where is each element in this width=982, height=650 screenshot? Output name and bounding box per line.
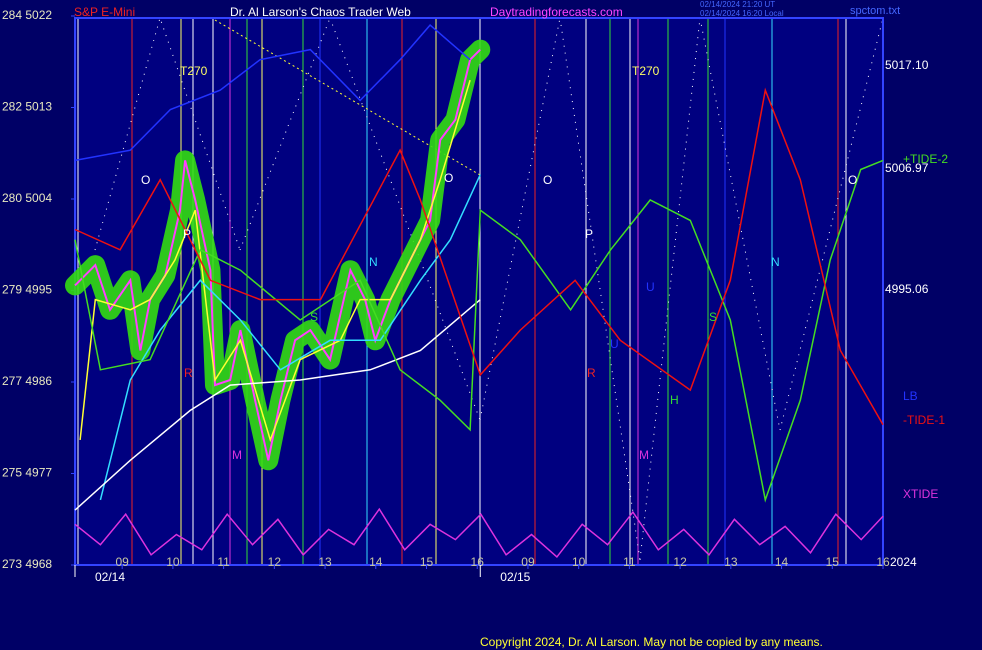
- annotation: P: [585, 227, 593, 241]
- annotation: N: [771, 255, 780, 269]
- annotation: T270: [180, 64, 208, 78]
- annotation: U: [646, 280, 655, 294]
- x-tick-label: 16: [876, 555, 890, 569]
- annotation: S: [310, 310, 318, 324]
- x-tick-label: 15: [826, 555, 840, 569]
- series-line: [74, 159, 884, 503]
- y-tick-label: 275 4977: [2, 466, 52, 480]
- annotation: P: [183, 227, 191, 241]
- annotation: O: [141, 173, 150, 187]
- x-tick-label: 11: [623, 555, 636, 569]
- x-tick-label: 14: [369, 555, 383, 569]
- x-tick-label: 09: [521, 555, 535, 569]
- annotation: T270: [632, 64, 660, 78]
- file-name: spctom.txt: [850, 5, 900, 17]
- y-tick-label: 277 4986: [2, 374, 52, 388]
- year: 2024: [890, 555, 917, 569]
- x-tick-label: 10: [166, 555, 180, 569]
- annotation: O: [848, 173, 857, 187]
- series-line: [74, 299, 481, 511]
- price-label: 4995.06: [885, 282, 929, 296]
- x-tick-label: 16: [471, 555, 485, 569]
- annotation: R: [184, 366, 193, 380]
- x-tick-label: 13: [724, 555, 738, 569]
- x-tick-label: 15: [420, 555, 434, 569]
- x-tick-label: 13: [318, 555, 332, 569]
- x-tick-label: 11: [217, 555, 230, 569]
- x-tick-label: 10: [572, 555, 586, 569]
- series-line: [74, 507, 884, 558]
- stamp-ut: 02/14/2024 21:20 UT: [700, 0, 775, 9]
- annotation: M: [232, 448, 242, 462]
- x-tick-label: 12: [268, 555, 282, 569]
- date-label: 02/14: [95, 570, 125, 584]
- legend-label: XTIDE: [903, 487, 938, 501]
- series-line: [74, 87, 884, 426]
- y-tick-label: 280 5004: [2, 191, 52, 205]
- y-tick-label: 284 5022: [2, 8, 52, 22]
- price-label: 5017.10: [885, 58, 929, 72]
- y-tick-label: 273 4968: [2, 557, 52, 571]
- date-label: 02/15: [500, 570, 530, 584]
- annotation: H: [670, 393, 679, 407]
- site: Daytradingforecasts.com: [490, 5, 623, 19]
- x-tick-label: 12: [673, 555, 687, 569]
- y-tick-label: 282 5013: [2, 100, 52, 114]
- x-tick-label: 14: [775, 555, 789, 569]
- annotation: R: [587, 366, 596, 380]
- annotation: M: [639, 448, 649, 462]
- y-tick-label: 279 4995: [2, 283, 52, 297]
- annotation: O: [444, 171, 453, 185]
- chart-title: Dr. Al Larson's Chaos Trader Web: [230, 5, 411, 19]
- annotation: N: [369, 255, 378, 269]
- legend-label: -TIDE-1: [903, 413, 945, 427]
- legend-label: +TIDE-2: [903, 152, 948, 166]
- annotation: U: [610, 337, 619, 351]
- gann-line: [94, 16, 884, 561]
- price-label: 5006.97: [885, 161, 929, 175]
- annotation: O: [543, 173, 552, 187]
- copyright: Copyright 2024, Dr. Al Larson. May not b…: [480, 635, 823, 649]
- series-line: [79, 79, 471, 443]
- legend-label: LB: [903, 389, 918, 403]
- series-line: [74, 24, 471, 162]
- symbol: S&P E-Mini: [74, 5, 135, 19]
- annotation: S: [709, 310, 717, 324]
- stamp-local: 02/14/2024 16:20 Local: [700, 9, 784, 18]
- series-line: [99, 174, 481, 501]
- x-tick-label: 09: [115, 555, 129, 569]
